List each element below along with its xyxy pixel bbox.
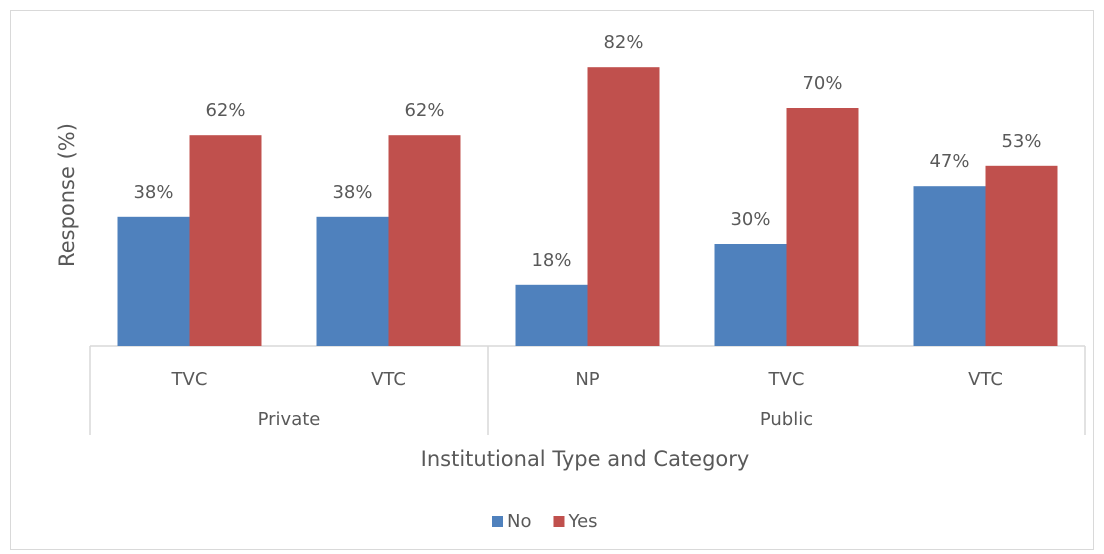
bar [587, 67, 660, 346]
legend-label: Yes [567, 511, 597, 532]
data-label: 70% [802, 73, 842, 94]
data-label: 82% [603, 32, 643, 53]
bar [189, 135, 262, 346]
bar [786, 108, 859, 346]
x-tick-label: TVC [171, 369, 208, 390]
bar [388, 135, 461, 346]
bar [714, 244, 787, 346]
group-label: Public [760, 409, 813, 430]
legend-swatch [553, 516, 565, 527]
data-label: 18% [531, 250, 571, 271]
x-tick-label: VTC [371, 369, 406, 390]
bar [985, 165, 1058, 346]
x-tick-label: NP [575, 369, 599, 390]
bar [913, 186, 986, 346]
data-label: 38% [332, 182, 372, 203]
bar [515, 284, 588, 346]
data-label: 38% [133, 182, 173, 203]
x-tick-label: TVC [768, 369, 805, 390]
bar [117, 216, 190, 346]
data-label: 53% [1001, 131, 1041, 152]
bar [316, 216, 389, 346]
x-axis-title: Institutional Type and Category [421, 447, 750, 471]
legend-label: No [507, 511, 531, 532]
data-label: 62% [404, 100, 444, 121]
legend-swatch [492, 516, 503, 527]
data-label: 62% [205, 100, 245, 121]
y-axis-title: Response (%) [55, 123, 79, 267]
data-label: 30% [730, 209, 770, 230]
group-label: Private [258, 409, 321, 430]
x-tick-label: VTC [968, 369, 1003, 390]
data-label: 47% [929, 151, 969, 172]
